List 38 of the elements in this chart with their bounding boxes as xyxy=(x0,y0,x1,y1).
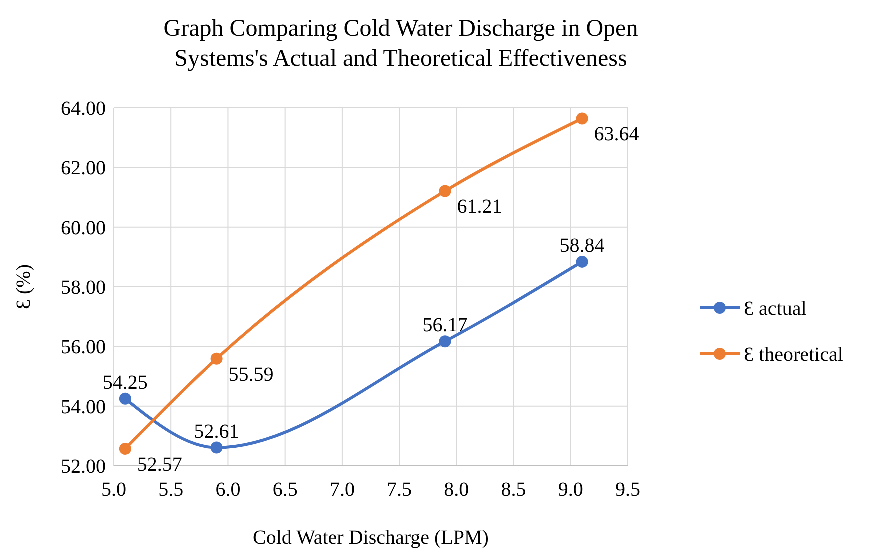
x-tick-label: 9.0 xyxy=(558,479,584,501)
point xyxy=(210,442,223,454)
data-label: 55.59 xyxy=(228,364,274,386)
data-label: 52.57 xyxy=(137,454,182,476)
x-tick-label: 5.0 xyxy=(102,479,126,501)
point xyxy=(119,392,132,405)
x-tick-label: 6.0 xyxy=(216,479,241,501)
data-label: 58.84 xyxy=(560,234,605,257)
y-tick-label: 56.00 xyxy=(61,336,106,359)
y-tick-label: 64.00 xyxy=(61,98,106,120)
legend-label: Ɛ theoretical xyxy=(744,344,844,366)
x-tick-label: 5.5 xyxy=(158,479,184,501)
data-label: 63.64 xyxy=(594,124,640,146)
point xyxy=(576,256,588,268)
x-axis-title: Cold Water Discharge (LPM) xyxy=(253,527,489,549)
y-tick-label: 52.00 xyxy=(61,456,106,478)
y-tick-label: 60.00 xyxy=(61,217,106,240)
data-label: 54.25 xyxy=(102,372,148,394)
x-tick-label: 9.5 xyxy=(616,479,640,501)
x-tick-label: 7.0 xyxy=(330,479,355,501)
point xyxy=(439,185,452,198)
data-label: 56.17 xyxy=(422,314,468,337)
chart-title: Graph Comparing Cold Water Discharge in Open Systems's Actual and Theoretical Effectiveness xyxy=(164,16,638,72)
y-axis-title: Ɛ (%) xyxy=(13,264,35,310)
legend-label: Ɛ actual xyxy=(744,298,808,320)
y-tick-label: 58.00 xyxy=(61,277,106,299)
point xyxy=(439,336,452,348)
x-tick-label: 6.5 xyxy=(272,479,298,501)
data-label: 52.61 xyxy=(194,420,240,443)
point xyxy=(210,352,223,365)
y-tick-label: 54.00 xyxy=(61,396,106,418)
data-label: 61.21 xyxy=(457,196,502,218)
x-tick-label: 8.0 xyxy=(444,479,470,501)
x-tick-label: 8.5 xyxy=(501,479,526,501)
y-tick-label: 62.00 xyxy=(61,158,106,180)
point xyxy=(576,112,588,125)
x-tick-label: 7.5 xyxy=(387,479,412,501)
point xyxy=(119,442,132,455)
